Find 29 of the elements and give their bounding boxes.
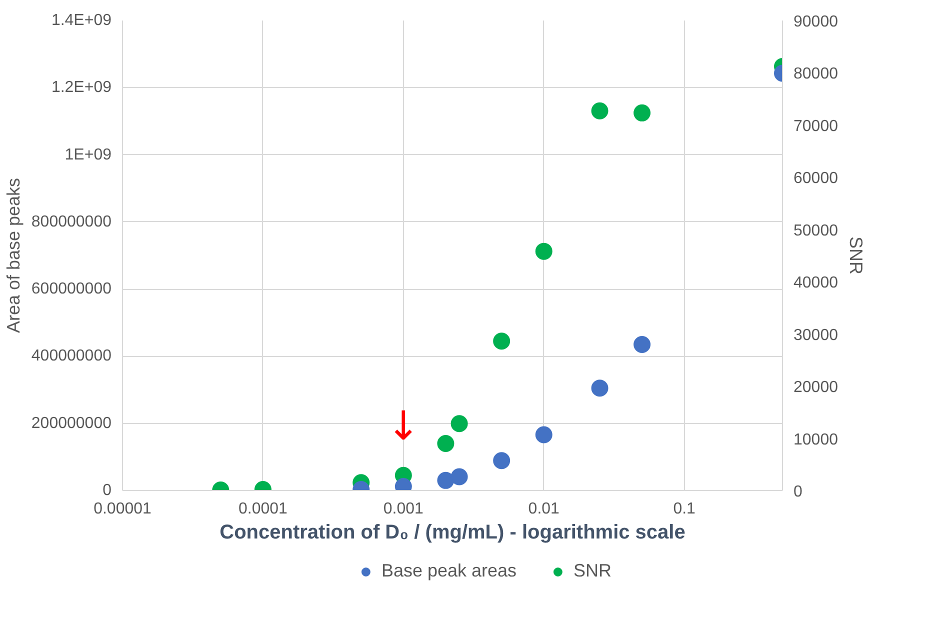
x-tick-label: 0.00001 [94, 500, 152, 518]
y2-tick-label: 50000 [794, 222, 838, 240]
y-tick-label: 1.4E+09 [51, 12, 112, 29]
y2-tick-label: 70000 [794, 118, 838, 135]
y2-tick-label: 60000 [794, 170, 838, 188]
y2-tick-label: 80000 [794, 66, 838, 83]
y-tick-label: 1.2E+09 [51, 79, 112, 96]
legend-label: SNR [574, 560, 612, 582]
x-tick-label: 0.1 [673, 500, 696, 518]
y2-tick-label: 0 [794, 484, 802, 500]
y-tick-label: 200000000 [31, 414, 112, 432]
x-tick-label: 0.0001 [238, 500, 288, 518]
y-tick-label: 0 [102, 482, 112, 499]
y-tick-label: 400000000 [31, 348, 112, 365]
x-tick-label: 0.01 [528, 500, 560, 518]
y-tick-label: 800000000 [31, 213, 112, 230]
legend-label: Base peak areas [381, 560, 517, 582]
y-axis-title: Area of base peaks [3, 178, 24, 334]
y2-tick-label: 90000 [794, 14, 838, 30]
x-tick-label: 0.001 [383, 500, 424, 518]
y-tick-label: 1E+09 [64, 146, 112, 164]
y2-tick-label: 40000 [794, 274, 838, 292]
y-tick-label: 600000000 [31, 280, 112, 298]
y2-tick-label: 20000 [794, 379, 838, 396]
y2-tick-label: 10000 [794, 431, 838, 448]
annotation: ↓ [386, 403, 420, 450]
y2-axis-title: SNR [846, 236, 866, 275]
y2-tick-label: 30000 [794, 326, 838, 344]
x-axis-title: Concentration of D₀ / (mg/mL) - logarithmic scale [220, 522, 686, 544]
